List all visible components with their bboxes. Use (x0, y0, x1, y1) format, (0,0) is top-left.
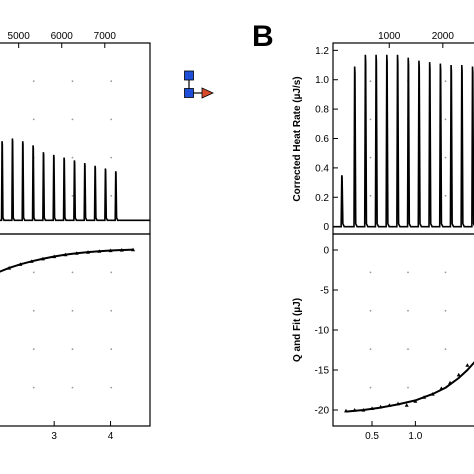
panel-a-tick-labels: 5000 6000 7000 3 4 (8, 31, 117, 442)
panel-b-top-grid-dot (369, 80, 372, 83)
panel-b-bottom-x-tick-label: 0.5 (365, 431, 379, 442)
panel-a-heat-trace (0, 138, 150, 222)
glycan-square-top (184, 70, 194, 81)
panel-b-top-y-tick-label: 0.2 (315, 193, 329, 204)
panel-b-top-y-tick-label: 0 (323, 222, 329, 233)
panel-b-bottom-grid-dot (407, 386, 409, 389)
panel-a-bottom-ticks (53, 421, 112, 426)
panel-a-top-x-tick-label: 5000 (8, 31, 31, 42)
panel-b-bottom-frame (332, 233, 474, 427)
panel-a-top-grid-dot (110, 80, 113, 83)
panel-a-bottom-grid-dot (32, 309, 35, 312)
panel-a-fit-curve (0, 248, 134, 273)
panel-b-bottom-y-tick-label: -5 (320, 286, 329, 297)
panel-a-bottom-grid-dot (110, 309, 113, 312)
panel-a-top-x-tick-label: 7000 (94, 31, 117, 42)
panel-a-bottom-grid-dot (71, 348, 74, 351)
panel-b-tick-labels: 1000 2000 0.5 1.0 1.2 1.0 0.8 0.6 0.4 0.2 0 0 -5 -10 -… (315, 31, 455, 442)
panel-b-bottom-grid-dot (444, 348, 447, 351)
panel-b-top-grid-dot (369, 118, 372, 121)
panel-b-bottom-grid-dot (369, 386, 372, 389)
panel-b-top-grid-dot (369, 156, 372, 159)
panel-b-bottom-grid-dot (369, 271, 372, 274)
panel-b-bottom-grid (369, 271, 447, 389)
panel-b-top-x-tick-label: 1000 (378, 31, 401, 42)
panel-a-top-grid-dot (110, 194, 113, 197)
panel-b-bottom-grid-dot (369, 309, 372, 312)
panel-b-bottom-y-tick-label: 0 (323, 246, 329, 257)
panel-b-data-point (404, 403, 409, 407)
panel-b-bottom-ticks (333, 249, 416, 426)
panel-b-bottom-y-tick-label: -20 (315, 406, 330, 417)
panel-b-top-grid-dot (444, 118, 447, 121)
panel-a-top-grid-dot (71, 118, 74, 121)
panel-a-bottom-grid (32, 271, 113, 389)
panel-b-top-x-tick-label: 2000 (432, 31, 455, 42)
panel-a-top-ticks (18, 43, 106, 48)
panel-a: 5000 6000 7000 3 4 (0, 31, 151, 442)
panel-a-top-grid-dot (32, 118, 35, 121)
panel-b-top-y-tick-label: 1.0 (315, 75, 329, 86)
panel-a-bottom-x-tick-label: 3 (51, 431, 57, 442)
panel-a-bottom-grid-dot (110, 386, 113, 389)
panel-b-data-point (465, 363, 470, 367)
panel-b-heat-trace (333, 54, 474, 228)
panel-a-bottom-grid-dot (110, 348, 113, 351)
glycan-triangle (201, 87, 214, 99)
panel-a-bottom-grid-dot (71, 386, 74, 389)
panel-b-top-grid-dot (444, 156, 447, 159)
panel-b-bottom-y-tick-label: -15 (315, 366, 330, 377)
panel-b-top-y-tick-label: 0.8 (315, 105, 329, 116)
panel-a-top-grid-dot (71, 156, 74, 159)
panel-a-bottom-grid-dot (71, 271, 74, 274)
panel-b-letter: B (252, 20, 274, 53)
panel-b-bottom-grid-dot (444, 271, 447, 274)
panel-b-data-point (456, 372, 461, 377)
panel-a-top-grid-dot (32, 80, 35, 83)
panel-a-top-x-tick-label: 6000 (51, 31, 74, 42)
panel-b-fit-curve (345, 361, 474, 413)
panel-b-top-y-tick-label: 1.2 (315, 46, 329, 57)
panel-b-top-ylabel: Corrected Heat Rate (µJ/s) (292, 76, 303, 201)
panel-b-bottom-grid-dot (369, 348, 372, 351)
panel-a-bottom-grid-dot (32, 271, 35, 274)
panel-a-bottom-grid-dot (110, 271, 113, 274)
panel-b-bottom-ylabel: Q and Fit (µJ) (292, 298, 303, 362)
panel-b-top-y-tick-label: 0.4 (315, 163, 329, 174)
panel-b-bottom-y-tick-label: -10 (315, 326, 330, 337)
panel-b-binding-points (344, 363, 470, 413)
panel-a-bottom-grid-dot (32, 386, 35, 389)
glycan-square-bottom (184, 88, 194, 98)
panel-a-bottom-grid-dot (71, 309, 74, 312)
panel-a-top-grid-dot (110, 156, 113, 159)
panel-b-top-grid-dot (444, 194, 447, 197)
panel-b-top-y-tick-label: 0.6 (315, 134, 329, 145)
panel-a-top-grid-dot (110, 118, 113, 121)
panel-a-bottom-grid-dot (32, 348, 35, 351)
panel-b: B 1000 2000 0.5 1.0 1.2 1.0 0.8 0.6 0.4 0.2 0 0 -5 -1… (252, 20, 474, 442)
panel-b-top-grid-dot (369, 194, 372, 197)
panel-b-bottom-grid-dot (444, 309, 447, 312)
panel-b-bottom-grid-dot (407, 348, 409, 351)
panel-a-top-grid-dot (71, 80, 74, 83)
glycan-symbol-icon (184, 70, 214, 99)
panel-a-bottom-x-tick-label: 4 (108, 431, 114, 442)
panel-a-top-grid (32, 80, 113, 197)
panel-a-top-grid-dot (71, 194, 74, 197)
panel-b-bottom-x-tick-label: 1.0 (408, 431, 422, 442)
panel-b-bottom-grid-dot (407, 271, 409, 274)
panel-b-bottom-grid-dot (407, 309, 409, 312)
panel-b-top-grid-dot (444, 80, 447, 83)
panel-a-binding-points (7, 247, 136, 270)
panel-a-bottom-frame (0, 233, 151, 427)
